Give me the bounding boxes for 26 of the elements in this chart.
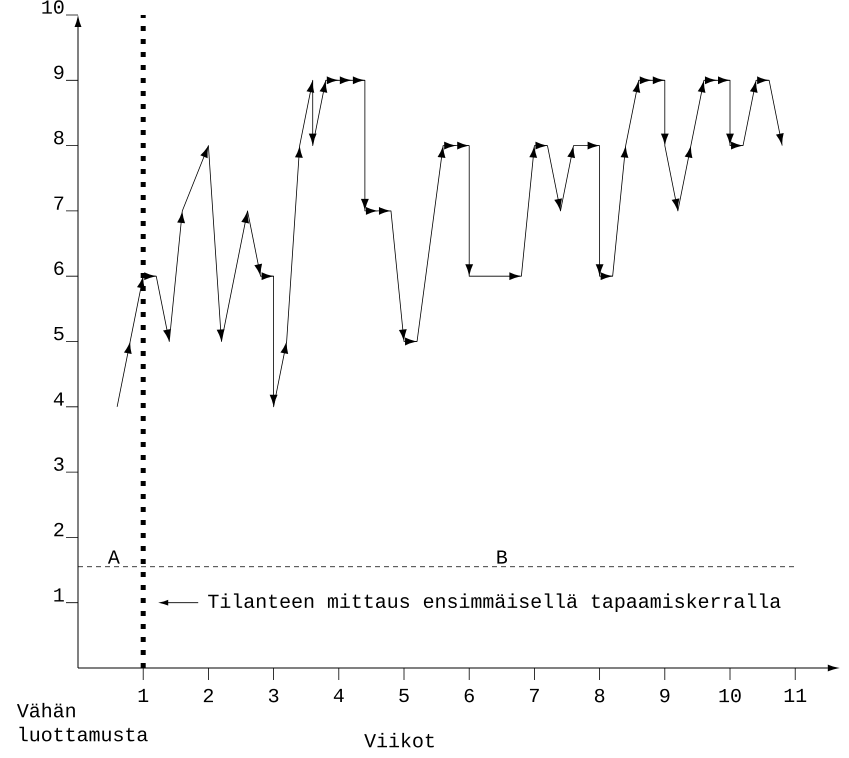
y-tick-label: 2 bbox=[54, 522, 64, 536]
x-tick-label: 8 bbox=[594, 688, 604, 702]
x-tick-label: 4 bbox=[334, 688, 344, 702]
y-axis-title: Vähän luottamusta bbox=[16, 702, 148, 742]
x-tick-label: 2 bbox=[204, 688, 213, 702]
x-tick-label: 11 bbox=[784, 688, 806, 702]
y-tick-label: 1 bbox=[54, 588, 64, 602]
x-axis-title: Viikot bbox=[364, 732, 434, 748]
y-tick-label: 9 bbox=[54, 66, 64, 80]
annotation: A bbox=[108, 550, 120, 564]
x-tick-label: 6 bbox=[464, 688, 474, 702]
y-tick-label: 3 bbox=[54, 457, 64, 471]
annotation: B bbox=[497, 550, 508, 564]
x-tick-label: 3 bbox=[268, 688, 278, 702]
y-tick-label: 6 bbox=[54, 261, 64, 275]
y-tick-label: 10 bbox=[42, 0, 64, 14]
x-tick-label: 1 bbox=[138, 688, 148, 702]
y-tick-label: 5 bbox=[54, 326, 64, 340]
x-tick-label: 5 bbox=[399, 688, 409, 702]
y-tick-label: 8 bbox=[54, 130, 64, 144]
y-tick-label: 4 bbox=[54, 392, 64, 406]
x-tick-label: 9 bbox=[660, 688, 670, 702]
y-tick-label: 7 bbox=[54, 196, 64, 210]
annotation: Tilanteen mittaus ensimmäisellä tapaamiskerralla bbox=[208, 593, 781, 612]
x-tick-label: 10 bbox=[719, 688, 741, 702]
x-tick-label: 7 bbox=[530, 688, 539, 702]
